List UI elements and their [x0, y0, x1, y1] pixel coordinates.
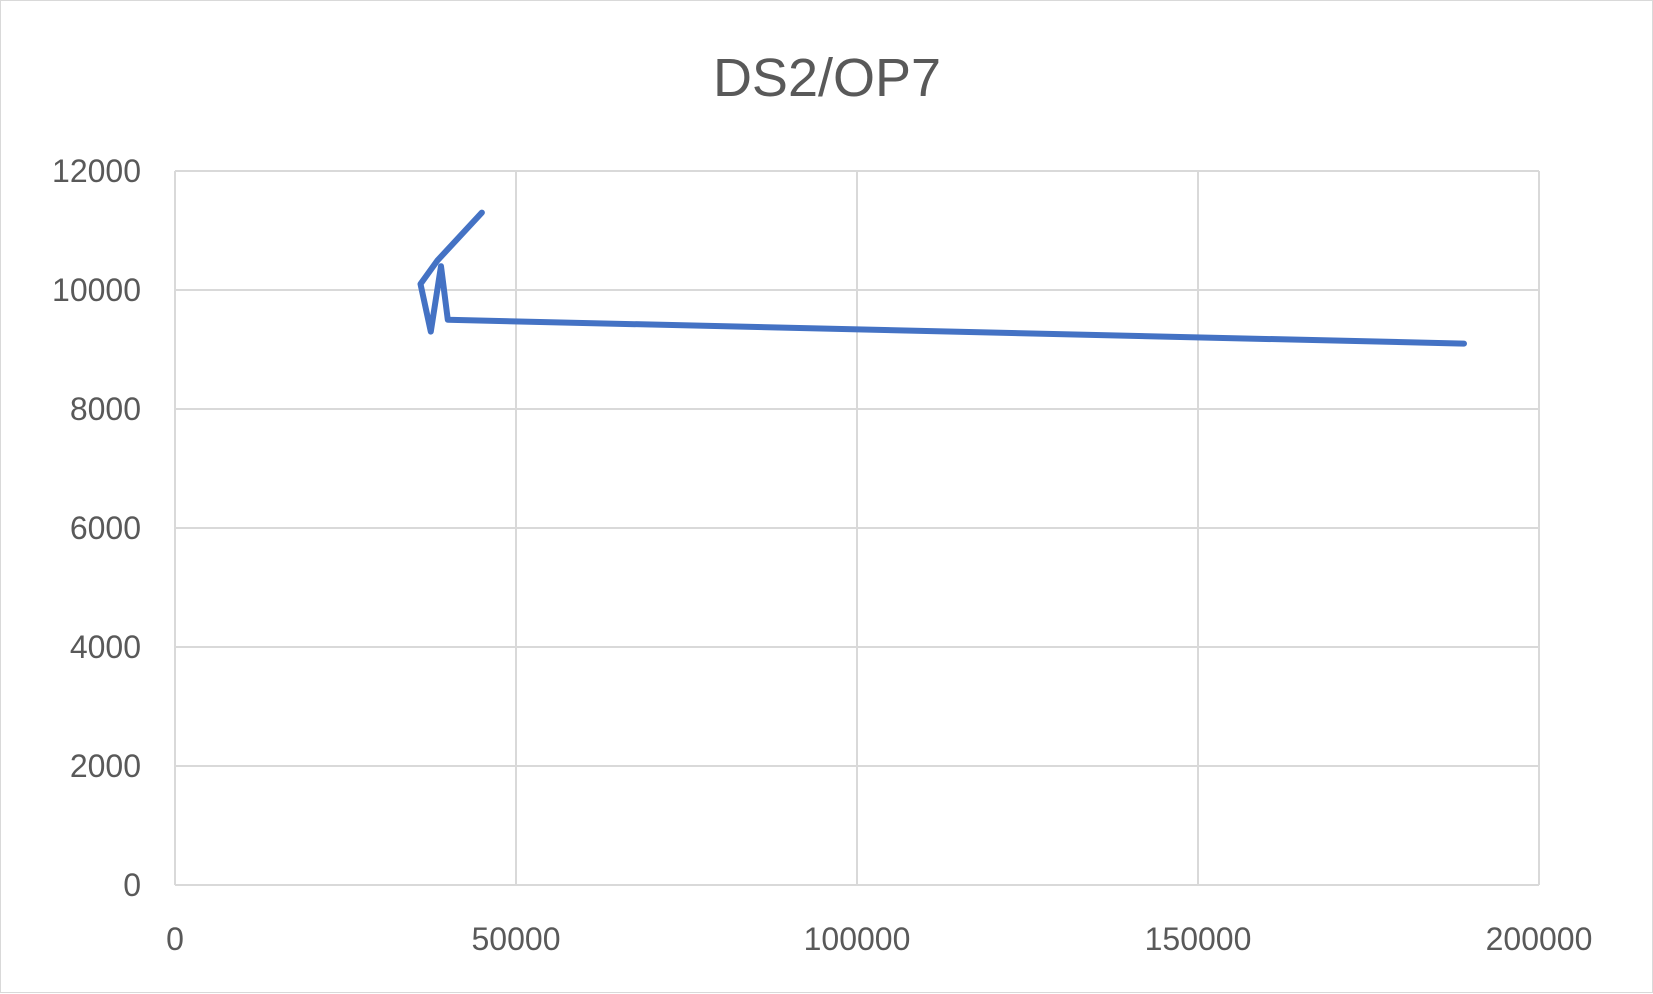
y-tick-label: 4000: [70, 629, 141, 665]
x-tick-label: 0: [166, 921, 184, 957]
x-tick-label: 50000: [472, 921, 561, 957]
x-tick-label: 150000: [1145, 921, 1252, 957]
x-axis-tick-labels: 0 50000 100000 150000 200000: [166, 921, 1592, 957]
y-tick-label: 8000: [70, 391, 141, 427]
x-tick-label: 100000: [804, 921, 911, 957]
x-tick-label: 200000: [1486, 921, 1593, 957]
series-layer: [417, 209, 1467, 347]
y-axis-tick-labels: 0 2000 4000 6000 8000 10000 12000: [52, 153, 141, 903]
y-tick-label: 2000: [70, 748, 141, 784]
chart-title: DS2/OP7: [713, 48, 941, 108]
y-tick-label: 10000: [52, 272, 141, 308]
y-tick-label: 0: [123, 867, 141, 903]
y-tick-label: 12000: [52, 153, 141, 189]
y-tick-label: 6000: [70, 510, 141, 546]
gridlines: [174, 170, 1540, 886]
series-line: [417, 209, 1467, 347]
